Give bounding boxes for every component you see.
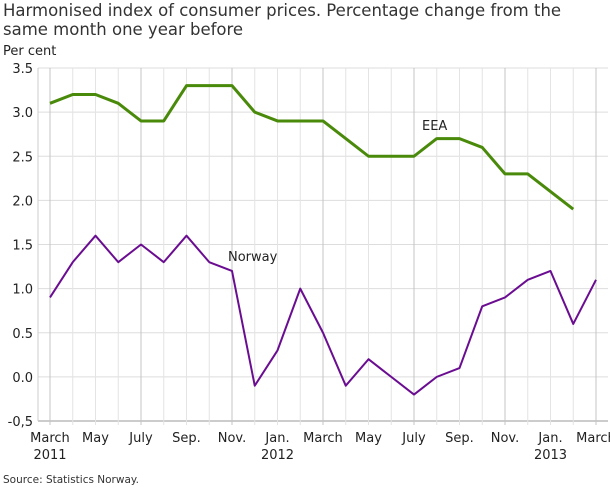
x-tick-label: July — [401, 431, 426, 446]
x-tick-year: 2011 — [33, 448, 66, 463]
x-tick-label: March — [576, 431, 610, 446]
x-tick-label: Nov. — [218, 431, 247, 446]
y-tick-label: 2.5 — [12, 150, 33, 165]
x-tick-label: Jan. — [264, 431, 289, 446]
x-tick-year: 2012 — [261, 448, 294, 463]
x-tick-label: Jan. — [537, 431, 562, 446]
x-tick-label: May — [355, 431, 382, 446]
x-tick-label: May — [82, 431, 109, 446]
y-tick-label: 1.0 — [12, 283, 33, 298]
y-tick-label: 0.0 — [12, 371, 33, 386]
y-tick-label: 3.5 — [12, 62, 33, 77]
y-tick-label: -0,5 — [8, 415, 33, 430]
chart-title: Harmonised index of consumer prices. Per… — [3, 1, 562, 39]
series-label-norway: Norway — [228, 250, 278, 265]
y-tick-label: 1.5 — [12, 239, 33, 254]
x-tick-label: July — [128, 431, 153, 446]
y-tick-label: 2.0 — [12, 194, 33, 209]
source-note: Source: Statistics Norway. — [3, 474, 139, 486]
x-tick-year: 2013 — [534, 448, 567, 463]
x-tick-label: Nov. — [491, 431, 520, 446]
series-line-eea — [49, 84, 575, 211]
series-label-eea: EEA — [422, 119, 447, 134]
y-tick-label: 3.0 — [12, 106, 33, 121]
x-tick-label: March — [30, 431, 70, 446]
x-tick-label: Sep. — [445, 431, 474, 446]
y-tick-label: 0.5 — [12, 327, 33, 342]
x-tick-label: Sep. — [172, 431, 201, 446]
y-axis-label: Per cent — [3, 44, 57, 59]
x-tick-label: March — [303, 431, 343, 446]
